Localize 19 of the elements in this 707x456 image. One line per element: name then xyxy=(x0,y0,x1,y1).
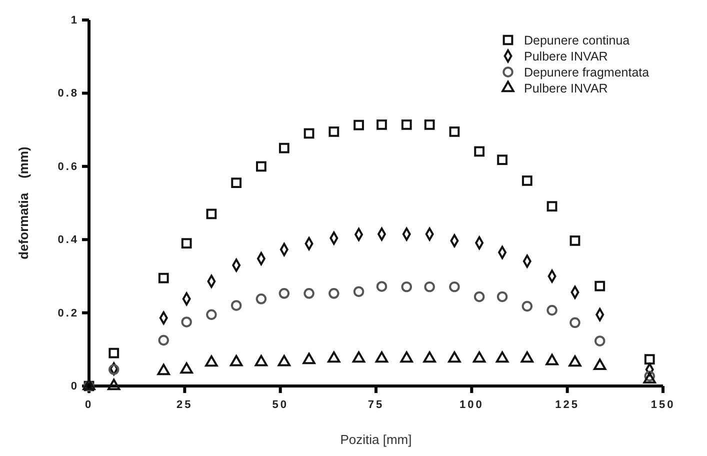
legend-label: Depunere fragmentata xyxy=(524,66,650,80)
y-tick-label: 0.6 xyxy=(58,160,79,173)
x-tick-label: 125 xyxy=(555,399,580,412)
legend-label: Pulbere INVAR xyxy=(524,82,608,96)
x-tick-label: 0 xyxy=(84,399,94,412)
y-tick-label: 0.4 xyxy=(58,234,79,246)
legend-label: Pulbere INVAR xyxy=(524,50,608,64)
y-tick-label: 0.8 xyxy=(58,88,79,100)
x-tick-label: 75 xyxy=(368,399,384,412)
y-tick-label: 0.2 xyxy=(58,307,79,320)
x-axis-title: Pozitia [mm] xyxy=(340,432,412,447)
x-tick-label: 150 xyxy=(650,399,676,412)
x-tick-label: 50 xyxy=(272,399,288,412)
legend-label: Depunere continua xyxy=(524,34,630,48)
y-axis-title: deformatia (mm) xyxy=(16,146,31,260)
x-tick-label: 25 xyxy=(176,399,193,412)
y-tick-label: 0 xyxy=(70,380,79,393)
x-tick-label: 100 xyxy=(459,399,484,412)
y-tick-label: 1 xyxy=(70,14,79,27)
